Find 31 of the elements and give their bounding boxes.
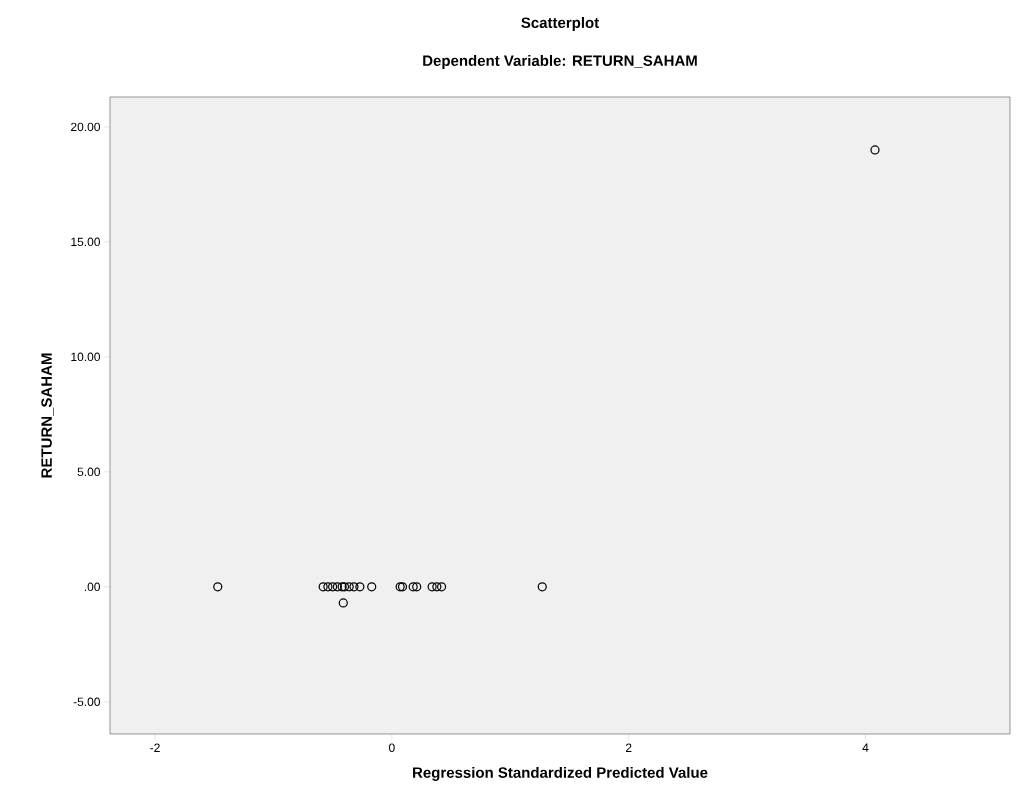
x-tick-label: 0 <box>388 743 395 753</box>
point <box>408 582 418 592</box>
y-tick-label: .00 <box>84 582 101 592</box>
chart-title: Scatterplot <box>521 17 599 31</box>
point <box>355 582 365 592</box>
y-tick-label: 20.00 <box>71 122 101 132</box>
point <box>870 145 880 155</box>
point <box>436 582 447 592</box>
x-tick-label: -2 <box>150 743 160 752</box>
point <box>328 582 338 592</box>
y-tick-label: 10.00 <box>71 352 101 362</box>
y-tick-label: 15.00 <box>71 237 101 247</box>
point <box>323 582 333 592</box>
point <box>432 582 442 592</box>
y-tick-label: 5.00 <box>77 467 101 477</box>
point <box>318 582 328 592</box>
x-axis-title: Regression Standardized Predicted Value <box>413 766 708 781</box>
chart-subtitle: Dependent Variable: RETURN_SAHAM <box>423 55 697 69</box>
x-tick-label: 4 <box>862 743 869 752</box>
y-axis-title: RETURN_SAHAM <box>41 353 54 478</box>
y-tick-label: -5.00 <box>73 697 101 707</box>
point <box>344 582 354 592</box>
point <box>338 598 348 608</box>
point <box>349 582 359 592</box>
point <box>537 582 547 592</box>
point <box>213 582 223 592</box>
point <box>427 582 437 592</box>
x-tick-label: 2 <box>625 743 632 752</box>
point <box>367 582 377 592</box>
point <box>332 582 342 592</box>
point <box>412 582 422 592</box>
